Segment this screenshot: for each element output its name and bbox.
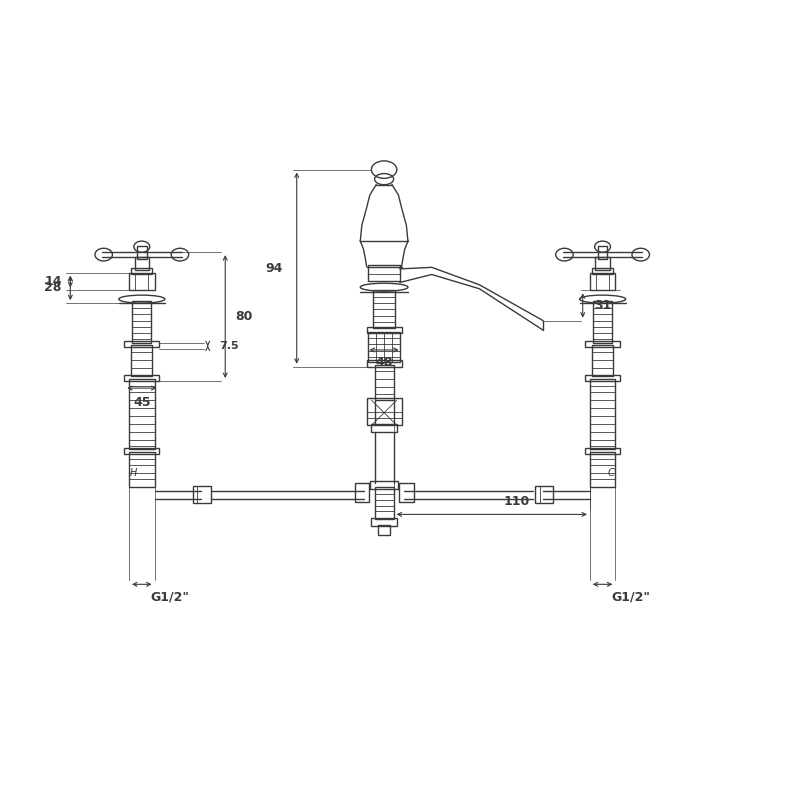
Bar xyxy=(590,273,615,290)
Bar xyxy=(374,487,394,519)
Bar xyxy=(595,257,610,270)
Bar xyxy=(366,327,402,334)
Text: 28: 28 xyxy=(44,282,62,294)
Bar xyxy=(585,342,620,346)
Text: G1/2": G1/2" xyxy=(611,590,650,603)
Bar xyxy=(399,482,414,502)
Bar xyxy=(354,482,369,502)
Bar xyxy=(535,486,553,503)
Text: 48: 48 xyxy=(375,356,393,369)
Text: C: C xyxy=(607,468,614,478)
Text: 7.5: 7.5 xyxy=(219,341,238,351)
Text: H: H xyxy=(130,468,138,478)
Bar xyxy=(590,453,615,487)
Bar xyxy=(590,379,615,450)
Bar xyxy=(137,246,146,258)
Bar xyxy=(368,265,400,281)
Bar xyxy=(585,448,620,454)
Bar xyxy=(592,268,613,274)
Bar xyxy=(129,453,154,487)
Text: 110: 110 xyxy=(504,495,530,508)
Bar xyxy=(371,424,397,432)
Bar xyxy=(129,379,154,450)
Bar xyxy=(366,398,402,426)
Bar xyxy=(134,257,149,270)
Bar xyxy=(124,448,159,454)
Bar xyxy=(368,332,400,362)
Text: G1/2": G1/2" xyxy=(150,590,189,603)
Bar xyxy=(370,481,398,489)
Bar xyxy=(378,525,390,535)
Bar xyxy=(585,374,620,381)
Text: 14: 14 xyxy=(44,275,62,288)
Bar xyxy=(593,302,612,342)
Bar xyxy=(131,345,152,376)
Text: 94: 94 xyxy=(265,262,282,274)
Bar xyxy=(129,273,154,290)
Bar xyxy=(131,268,152,274)
Bar xyxy=(592,345,613,376)
Bar xyxy=(124,374,159,381)
Bar xyxy=(132,302,151,342)
Bar xyxy=(366,360,402,366)
Text: 31: 31 xyxy=(594,299,611,312)
Bar xyxy=(598,246,607,258)
Bar xyxy=(124,342,159,346)
Bar xyxy=(374,365,394,400)
Bar xyxy=(373,290,395,329)
Text: 80: 80 xyxy=(234,310,252,323)
Text: 45: 45 xyxy=(133,396,150,409)
Bar xyxy=(371,518,397,526)
Bar xyxy=(194,486,211,503)
